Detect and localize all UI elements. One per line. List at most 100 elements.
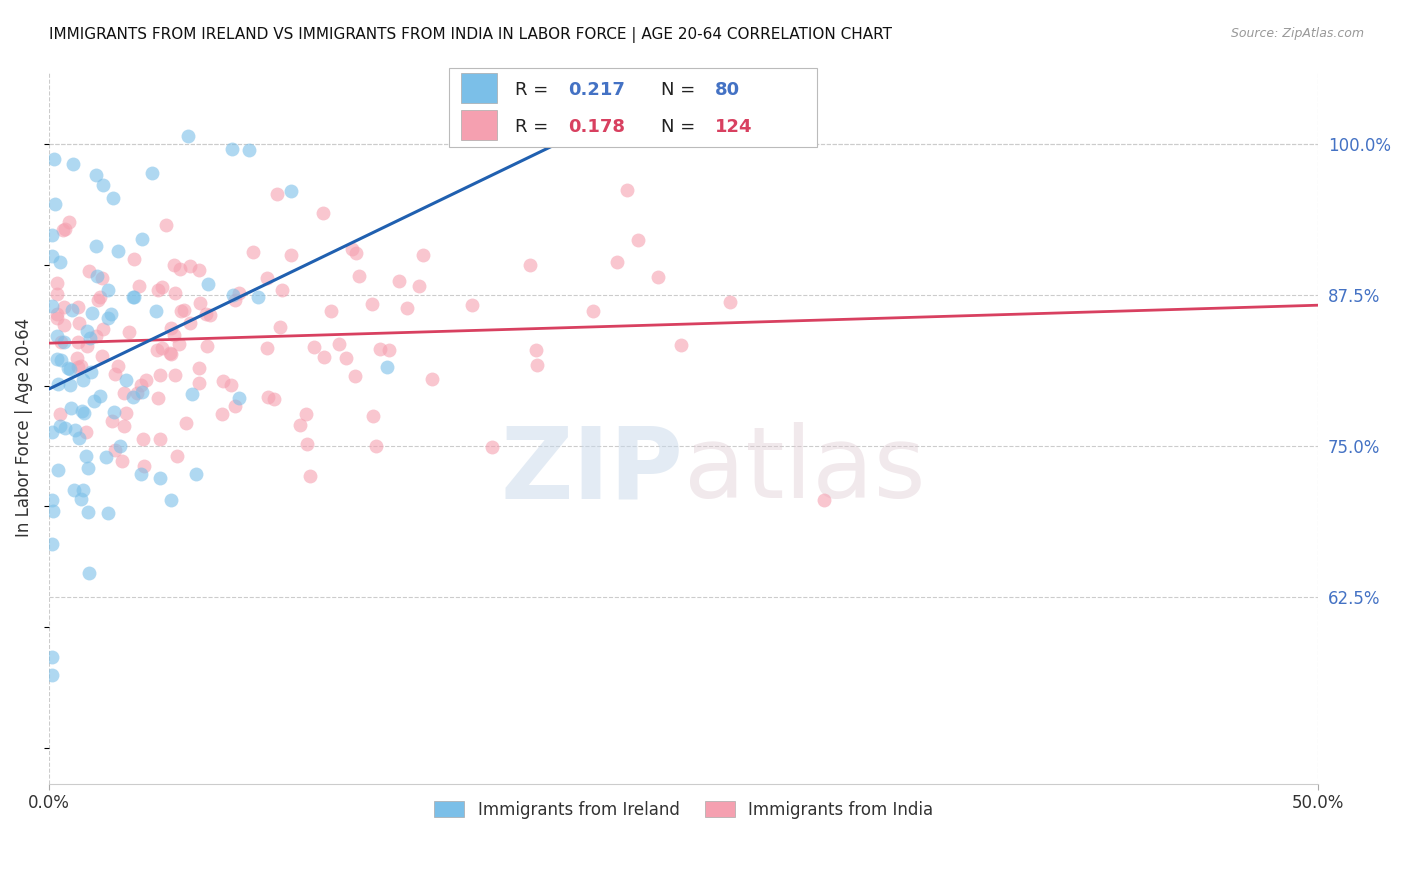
Point bbox=[149, 471, 172, 485]
Text: N =: N = bbox=[661, 81, 700, 99]
Point bbox=[77, 461, 100, 475]
Point bbox=[526, 358, 548, 372]
Point bbox=[627, 233, 650, 247]
Point bbox=[80, 365, 103, 379]
Point bbox=[73, 406, 96, 420]
Point bbox=[42, 153, 65, 167]
Point bbox=[238, 144, 260, 158]
Point bbox=[97, 506, 120, 520]
Point bbox=[45, 286, 67, 301]
Text: R =: R = bbox=[515, 81, 554, 99]
Point bbox=[97, 310, 120, 325]
Point bbox=[211, 374, 233, 388]
Point bbox=[461, 298, 484, 312]
FancyBboxPatch shape bbox=[461, 73, 498, 103]
Point bbox=[263, 392, 285, 407]
Point bbox=[79, 331, 101, 345]
Point bbox=[184, 467, 207, 481]
Point bbox=[163, 328, 186, 343]
Point bbox=[79, 566, 101, 580]
Point bbox=[66, 359, 89, 374]
Point bbox=[302, 340, 325, 354]
Point bbox=[335, 351, 357, 366]
Point bbox=[131, 378, 153, 392]
Point bbox=[84, 239, 107, 253]
Point bbox=[131, 232, 153, 246]
Point bbox=[112, 419, 135, 434]
Point bbox=[146, 343, 169, 357]
Point bbox=[288, 417, 311, 432]
Point bbox=[97, 283, 120, 297]
Point bbox=[77, 22, 100, 37]
Point bbox=[108, 439, 131, 453]
Point bbox=[179, 259, 201, 273]
Point bbox=[132, 458, 155, 473]
Point bbox=[107, 244, 129, 259]
Text: R =: R = bbox=[515, 118, 554, 136]
Point bbox=[188, 263, 211, 277]
Point bbox=[188, 296, 211, 310]
Point bbox=[197, 277, 219, 291]
Point bbox=[58, 377, 80, 392]
Point bbox=[77, 505, 100, 519]
Text: atlas: atlas bbox=[683, 422, 925, 519]
Point bbox=[89, 290, 111, 304]
Point bbox=[395, 301, 418, 315]
Point bbox=[299, 469, 322, 483]
Point bbox=[195, 339, 218, 353]
Point bbox=[66, 300, 89, 314]
Point bbox=[150, 341, 173, 355]
Point bbox=[91, 178, 114, 192]
Point bbox=[63, 423, 86, 437]
Point bbox=[41, 668, 63, 682]
Point bbox=[117, 325, 139, 339]
Point bbox=[70, 403, 93, 417]
Point bbox=[170, 304, 193, 318]
Point bbox=[177, 128, 200, 143]
Point bbox=[165, 285, 187, 300]
Point bbox=[115, 373, 138, 387]
Point bbox=[67, 431, 90, 445]
Point bbox=[524, 343, 547, 358]
Point bbox=[103, 405, 125, 419]
Point bbox=[149, 432, 172, 446]
Point bbox=[103, 367, 125, 381]
Point bbox=[132, 432, 155, 446]
Point bbox=[84, 329, 107, 343]
Point bbox=[246, 290, 269, 304]
Point bbox=[242, 244, 264, 259]
Point bbox=[41, 504, 63, 518]
Point bbox=[66, 334, 89, 349]
Point bbox=[179, 316, 201, 330]
Point bbox=[149, 368, 172, 382]
Text: IMMIGRANTS FROM IRELAND VS IMMIGRANTS FROM INDIA IN LABOR FORCE | AGE 20-64 CORR: IMMIGRANTS FROM IRELAND VS IMMIGRANTS FR… bbox=[49, 27, 893, 43]
Point bbox=[49, 419, 72, 434]
Point bbox=[41, 299, 63, 313]
Point bbox=[188, 361, 211, 376]
Point bbox=[408, 279, 430, 293]
Point bbox=[124, 289, 146, 303]
Point bbox=[388, 274, 411, 288]
Point bbox=[59, 362, 82, 376]
Point bbox=[669, 338, 692, 352]
Point bbox=[72, 483, 94, 497]
Point bbox=[280, 184, 302, 198]
Point bbox=[519, 258, 541, 272]
Point bbox=[647, 270, 669, 285]
Point bbox=[51, 352, 73, 367]
Point bbox=[180, 387, 202, 401]
Point bbox=[328, 336, 350, 351]
Point bbox=[41, 249, 63, 263]
Point bbox=[368, 343, 391, 357]
Point bbox=[361, 409, 384, 423]
Point bbox=[294, 408, 316, 422]
Point bbox=[84, 169, 107, 183]
Point bbox=[146, 391, 169, 405]
Point bbox=[160, 347, 183, 361]
Point bbox=[49, 334, 72, 349]
Y-axis label: In Labor Force | Age 20-64: In Labor Force | Age 20-64 bbox=[15, 318, 32, 537]
Point bbox=[169, 262, 191, 277]
Point bbox=[101, 414, 124, 428]
Point bbox=[221, 142, 243, 156]
Point bbox=[121, 290, 143, 304]
